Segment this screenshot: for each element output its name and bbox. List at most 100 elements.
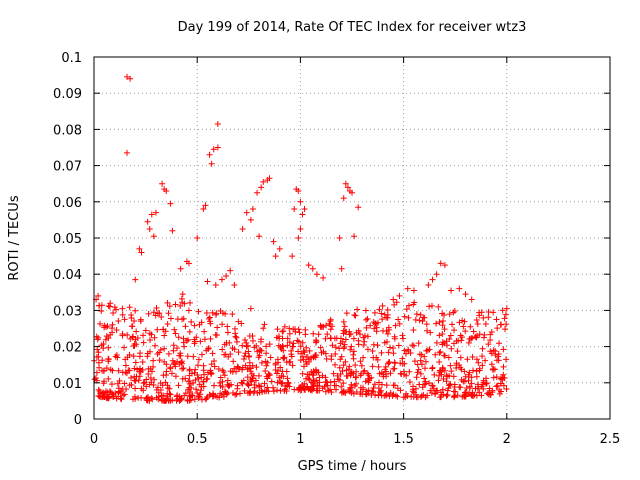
band-point	[319, 385, 326, 392]
band-point	[178, 360, 185, 367]
band-point	[140, 339, 147, 346]
band-point	[439, 310, 446, 317]
band-point	[415, 366, 422, 373]
band-point	[280, 328, 287, 335]
band-point	[128, 323, 135, 330]
data-point	[301, 206, 308, 213]
band-point	[198, 319, 205, 326]
band-point	[474, 321, 481, 328]
band-point	[391, 365, 398, 372]
band-point	[281, 323, 288, 330]
band-point	[313, 352, 320, 359]
data-point	[338, 265, 345, 272]
band-point	[211, 382, 218, 389]
band-point	[130, 317, 137, 324]
band-point	[136, 353, 143, 360]
band-point	[417, 357, 424, 364]
band-point	[274, 356, 281, 363]
band-point	[131, 377, 138, 384]
band-point	[130, 333, 137, 340]
band-point	[163, 395, 170, 402]
band-point	[407, 349, 414, 356]
band-point	[264, 384, 271, 391]
band-point	[277, 364, 284, 371]
band-point	[453, 365, 460, 372]
band-point	[98, 302, 105, 309]
band-point	[157, 386, 164, 393]
band-point	[378, 349, 385, 356]
band-point	[478, 383, 485, 390]
band-point	[446, 311, 453, 318]
band-point	[296, 329, 303, 336]
band-point	[205, 315, 212, 322]
band-point	[353, 374, 360, 381]
data-point	[167, 200, 174, 207]
band-point	[143, 376, 150, 383]
band-point	[403, 390, 410, 397]
band-point	[198, 374, 205, 381]
data-point	[254, 189, 261, 196]
band-point	[332, 344, 339, 351]
band-point	[414, 369, 421, 376]
band-point	[503, 321, 510, 328]
band-point	[443, 372, 450, 379]
band-point	[436, 332, 443, 339]
band-point	[385, 349, 392, 356]
band-point	[364, 333, 371, 340]
band-point	[290, 340, 297, 347]
band-point	[495, 357, 502, 364]
band-point	[387, 389, 394, 396]
band-point	[369, 387, 376, 394]
band-point	[391, 360, 398, 367]
band-point	[443, 378, 450, 385]
band-point	[252, 377, 259, 384]
y-tick-label: 0.05	[53, 232, 82, 247]
band-point	[451, 381, 458, 388]
band-point	[188, 318, 195, 325]
band-point	[413, 374, 420, 381]
band-point	[357, 358, 364, 365]
band-point	[128, 315, 135, 322]
band-point	[151, 334, 158, 341]
band-point	[357, 372, 364, 379]
band-point	[186, 366, 193, 373]
band-point	[132, 385, 139, 392]
band-point	[417, 311, 424, 318]
band-point	[260, 325, 267, 332]
band-point	[132, 377, 139, 384]
band-point	[284, 375, 291, 382]
band-point	[140, 380, 147, 387]
band-point	[279, 343, 286, 350]
band-point	[363, 388, 370, 395]
band-point	[261, 321, 268, 328]
x-tick-label: 1	[296, 432, 304, 447]
band-point	[172, 373, 179, 380]
band-point	[168, 370, 175, 377]
band-point	[422, 380, 429, 387]
band-point	[340, 380, 347, 387]
band-point	[131, 365, 138, 372]
band-point	[479, 362, 486, 369]
data-point	[132, 276, 139, 283]
band-point	[194, 390, 201, 396]
band-point	[212, 392, 219, 399]
band-point	[297, 343, 304, 350]
band-point	[300, 385, 307, 392]
band-point	[263, 362, 270, 369]
band-point	[419, 318, 426, 325]
data-point	[138, 249, 145, 256]
band-point	[281, 354, 288, 361]
band-point	[262, 367, 269, 374]
data-point	[355, 204, 362, 211]
band-point	[122, 369, 129, 376]
band-point	[225, 353, 232, 360]
band-point	[378, 310, 385, 317]
band-point	[412, 316, 419, 323]
band-point	[464, 356, 471, 363]
band-point	[489, 389, 496, 396]
band-point	[410, 301, 417, 308]
band-point	[439, 331, 446, 338]
band-point	[498, 321, 505, 328]
band-point	[360, 334, 367, 341]
band-point	[226, 339, 233, 346]
